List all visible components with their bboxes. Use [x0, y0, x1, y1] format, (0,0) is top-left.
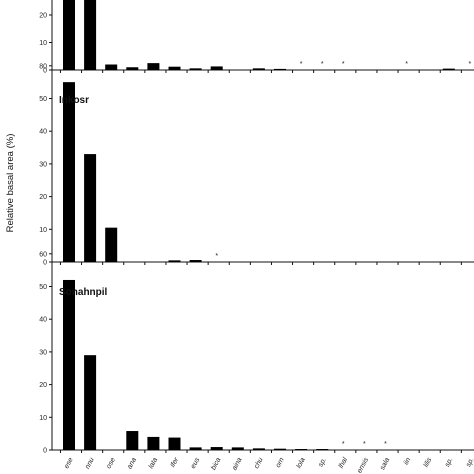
- panel-title: Sonahnpil: [59, 287, 108, 298]
- x-category-label: lola: [296, 457, 307, 470]
- y-tick-label: 20: [39, 194, 47, 201]
- bar: [189, 260, 202, 262]
- y-tick-label: 80: [39, 63, 47, 70]
- y-tick-label: 30: [39, 349, 47, 356]
- bar: [63, 0, 75, 70]
- marker-asterisk: *: [342, 441, 345, 448]
- bar: [126, 67, 139, 70]
- panels-group: 0 10 20 * * * * * 0 10 20 30 40 50 80 * Inkosr 0 10 20 30 40 5…: [39, 0, 474, 474]
- marker-asterisk: *: [363, 441, 366, 448]
- bar: [274, 68, 286, 70]
- x-category-label: nnu: [84, 457, 96, 471]
- y-tick-label: 40: [39, 317, 47, 324]
- x-category-label: orn: [275, 457, 286, 469]
- x-category-label: sp.: [317, 457, 328, 469]
- y-tick-label: 0: [43, 260, 47, 267]
- chart-panel-2: 0 10 20 30 40 50 80 * Inkosr: [39, 63, 474, 267]
- bar: [210, 447, 223, 450]
- y-tick-label: 30: [39, 161, 47, 168]
- x-category-label: sala: [379, 457, 391, 472]
- marker-asterisk: *: [342, 61, 345, 68]
- marker-asterisk: *: [321, 61, 324, 68]
- marker-asterisk: *: [215, 253, 218, 260]
- bar: [231, 447, 244, 450]
- bar: [168, 260, 181, 262]
- x-category-label: ensis: [356, 456, 370, 474]
- bar: [63, 279, 75, 450]
- bar: [316, 449, 329, 450]
- bar: [252, 448, 265, 450]
- x-category-label: aina: [231, 457, 243, 472]
- x-category-label: ana: [126, 457, 138, 471]
- y-tick-label: 10: [39, 40, 47, 47]
- y-tick-label: 50: [39, 96, 47, 103]
- bar: [274, 448, 286, 450]
- y-tick-label: 10: [39, 227, 47, 234]
- y-tick-label: 40: [39, 129, 47, 136]
- x-category-label: sp.: [465, 457, 474, 469]
- marker-asterisk: *: [469, 61, 472, 68]
- bar: [147, 63, 160, 70]
- bar: [63, 82, 75, 263]
- x-category-label: ifer: [170, 456, 181, 468]
- x-category-label: chu: [253, 457, 265, 470]
- chart-panel-3: 0 10 20 30 40 50 60 * * * Sonahnpil ese nnu ose ana lat…: [39, 251, 474, 474]
- x-category-label: eus: [190, 456, 202, 470]
- x-category-label: ese: [63, 457, 75, 470]
- bar: [105, 227, 118, 262]
- x-category-label: lata: [148, 457, 160, 470]
- bar: [84, 154, 97, 262]
- bar: [295, 449, 308, 450]
- bar: [210, 66, 223, 70]
- y-tick-label: 0: [43, 68, 47, 75]
- x-category-label: sp.: [444, 457, 455, 469]
- x-category-label: bica: [210, 457, 222, 472]
- bar: [105, 64, 118, 70]
- x-category-label: ose: [105, 457, 117, 470]
- bar: [442, 68, 455, 70]
- marker-asterisk: *: [300, 61, 303, 68]
- bar: [126, 431, 139, 450]
- bar: [189, 447, 202, 450]
- x-category-label: lilis: [423, 456, 434, 468]
- y-tick-label: 60: [39, 251, 47, 258]
- y-axis-label: Relative basal area (%): [5, 134, 16, 233]
- marker-asterisk: *: [405, 61, 408, 68]
- bar: [189, 68, 202, 70]
- panel-title: Inkosr: [59, 95, 89, 106]
- y-tick-label: 20: [39, 13, 47, 20]
- y-tick-label: 10: [39, 415, 47, 422]
- x-category-label: lhal: [338, 456, 350, 469]
- bar: [84, 355, 97, 450]
- bar: [168, 66, 181, 70]
- marker-asterisk: *: [384, 441, 387, 448]
- bar: [147, 436, 160, 450]
- x-category-label: iin: [403, 457, 413, 467]
- y-tick-label: 20: [39, 382, 47, 389]
- bar: [168, 437, 181, 450]
- bar: [252, 68, 265, 70]
- y-tick-label: 50: [39, 284, 47, 291]
- bar: [84, 0, 97, 70]
- y-tick-label: 0: [43, 448, 47, 455]
- chart-panel-1: 0 10 20 * * * * *: [39, 0, 474, 75]
